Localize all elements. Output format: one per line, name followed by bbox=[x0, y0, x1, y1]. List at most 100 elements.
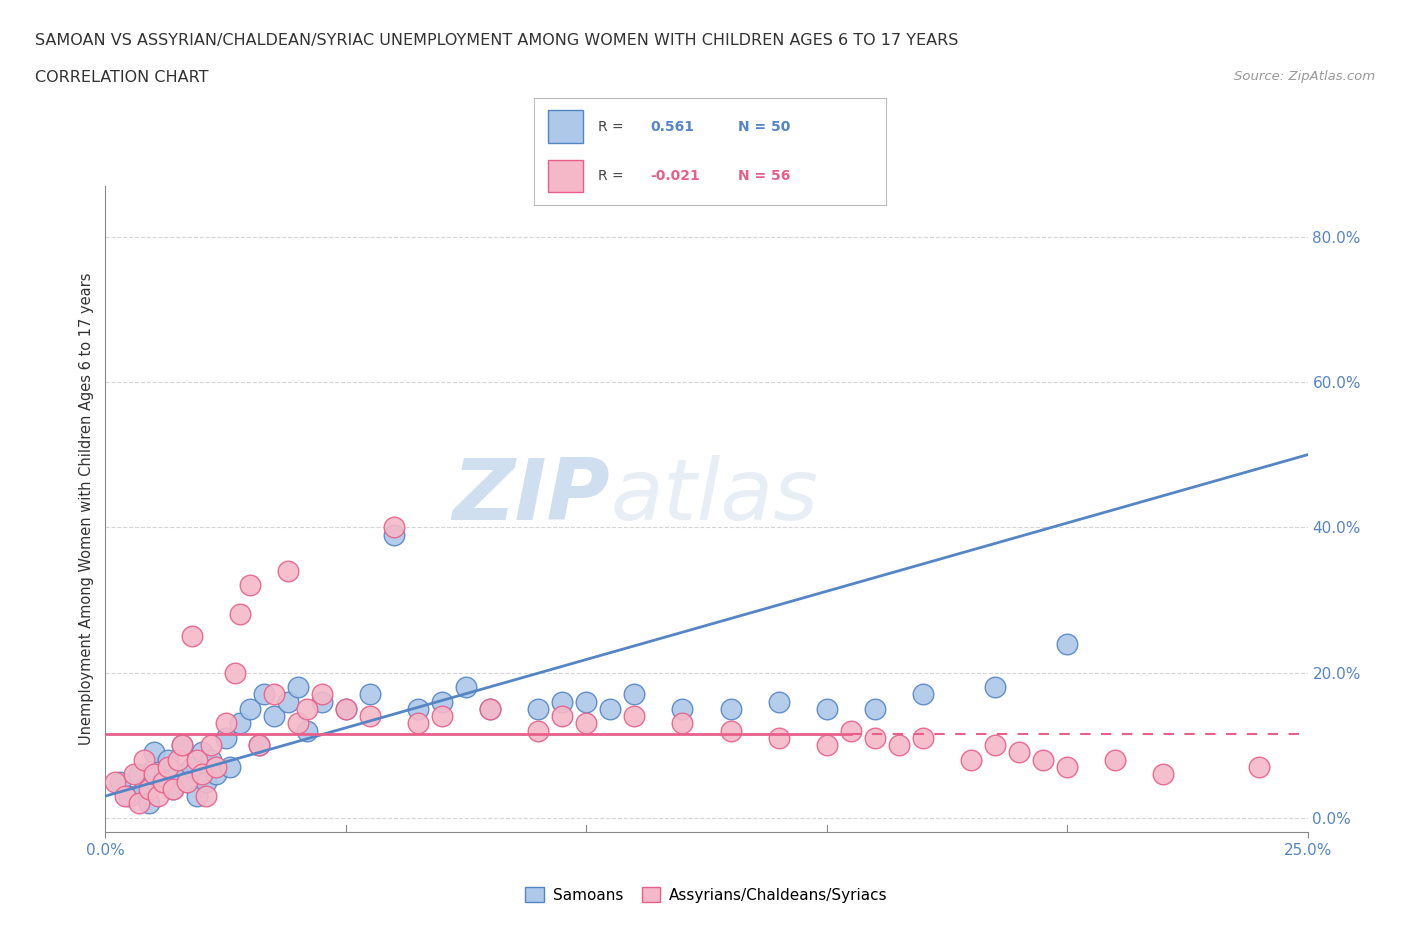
Point bbox=[551, 694, 574, 709]
Point bbox=[863, 701, 886, 716]
Point bbox=[479, 701, 502, 716]
Point bbox=[195, 789, 218, 804]
Text: R =: R = bbox=[598, 168, 623, 182]
Point bbox=[297, 701, 319, 716]
Point bbox=[142, 745, 165, 760]
Point bbox=[181, 629, 204, 644]
Point bbox=[335, 701, 357, 716]
Point bbox=[190, 767, 212, 782]
Point bbox=[359, 709, 381, 724]
Text: SAMOAN VS ASSYRIAN/CHALDEAN/SYRIAC UNEMPLOYMENT AMONG WOMEN WITH CHILDREN AGES 6: SAMOAN VS ASSYRIAN/CHALDEAN/SYRIAC UNEMP… bbox=[35, 33, 959, 47]
Point bbox=[104, 774, 127, 789]
Point bbox=[239, 701, 262, 716]
Point bbox=[229, 716, 252, 731]
Point bbox=[1056, 636, 1078, 651]
Bar bbox=[548, 111, 583, 142]
Point bbox=[671, 716, 693, 731]
Point bbox=[200, 737, 222, 752]
Point bbox=[839, 724, 862, 738]
Point bbox=[190, 745, 212, 760]
Point bbox=[195, 774, 218, 789]
Point bbox=[527, 701, 550, 716]
Point bbox=[108, 774, 131, 789]
Point bbox=[156, 760, 179, 775]
Text: N = 56: N = 56 bbox=[738, 168, 790, 182]
Point bbox=[214, 716, 236, 731]
Point bbox=[239, 578, 262, 592]
Point bbox=[887, 737, 910, 752]
Point bbox=[720, 701, 742, 716]
Point bbox=[229, 607, 252, 622]
Point bbox=[247, 737, 270, 752]
Point bbox=[142, 767, 165, 782]
Y-axis label: Unemployment Among Women with Children Ages 6 to 17 years: Unemployment Among Women with Children A… bbox=[79, 272, 94, 746]
Point bbox=[575, 716, 598, 731]
Bar bbox=[548, 160, 583, 192]
Point bbox=[263, 709, 285, 724]
Point bbox=[382, 520, 405, 535]
Point bbox=[359, 687, 381, 702]
Point bbox=[671, 701, 693, 716]
Point bbox=[551, 709, 574, 724]
Point bbox=[148, 789, 170, 804]
Point bbox=[138, 796, 160, 811]
Point bbox=[138, 781, 160, 796]
Point bbox=[311, 687, 333, 702]
Point bbox=[200, 752, 222, 767]
Point bbox=[156, 752, 179, 767]
Point bbox=[152, 774, 174, 789]
Text: 0.561: 0.561 bbox=[650, 120, 695, 134]
Point bbox=[166, 767, 188, 782]
Point bbox=[128, 767, 150, 782]
Point bbox=[454, 680, 477, 695]
Point bbox=[162, 781, 184, 796]
Point bbox=[118, 789, 141, 804]
Point bbox=[527, 724, 550, 738]
Text: ZIP: ZIP bbox=[453, 455, 610, 538]
Point bbox=[768, 730, 790, 745]
Point bbox=[287, 716, 309, 731]
Point bbox=[623, 709, 645, 724]
Point bbox=[575, 694, 598, 709]
Point bbox=[128, 796, 150, 811]
Point bbox=[1152, 767, 1174, 782]
Point bbox=[205, 767, 228, 782]
Text: N = 50: N = 50 bbox=[738, 120, 790, 134]
Point bbox=[406, 701, 429, 716]
Text: -0.021: -0.021 bbox=[650, 168, 700, 182]
Point bbox=[224, 665, 246, 680]
Point bbox=[1249, 760, 1271, 775]
Point bbox=[186, 789, 208, 804]
Point bbox=[152, 774, 174, 789]
Point bbox=[599, 701, 621, 716]
Point bbox=[172, 737, 194, 752]
Point bbox=[430, 694, 453, 709]
Point bbox=[277, 694, 299, 709]
Point bbox=[219, 760, 242, 775]
Point bbox=[960, 752, 983, 767]
Point bbox=[1056, 760, 1078, 775]
Point bbox=[1008, 745, 1031, 760]
Point bbox=[142, 760, 165, 775]
Point bbox=[124, 767, 146, 782]
Point bbox=[114, 789, 136, 804]
Point bbox=[815, 701, 838, 716]
Point bbox=[720, 724, 742, 738]
Point bbox=[815, 737, 838, 752]
Point bbox=[311, 694, 333, 709]
Point bbox=[263, 687, 285, 702]
Point bbox=[430, 709, 453, 724]
Point bbox=[911, 730, 934, 745]
Text: Source: ZipAtlas.com: Source: ZipAtlas.com bbox=[1234, 70, 1375, 83]
Point bbox=[181, 760, 204, 775]
Point bbox=[984, 680, 1007, 695]
Point bbox=[623, 687, 645, 702]
Point bbox=[287, 680, 309, 695]
Point bbox=[984, 737, 1007, 752]
Point bbox=[382, 527, 405, 542]
Point bbox=[166, 752, 188, 767]
Point bbox=[406, 716, 429, 731]
Point bbox=[277, 564, 299, 578]
Point bbox=[132, 752, 155, 767]
Point bbox=[186, 752, 208, 767]
